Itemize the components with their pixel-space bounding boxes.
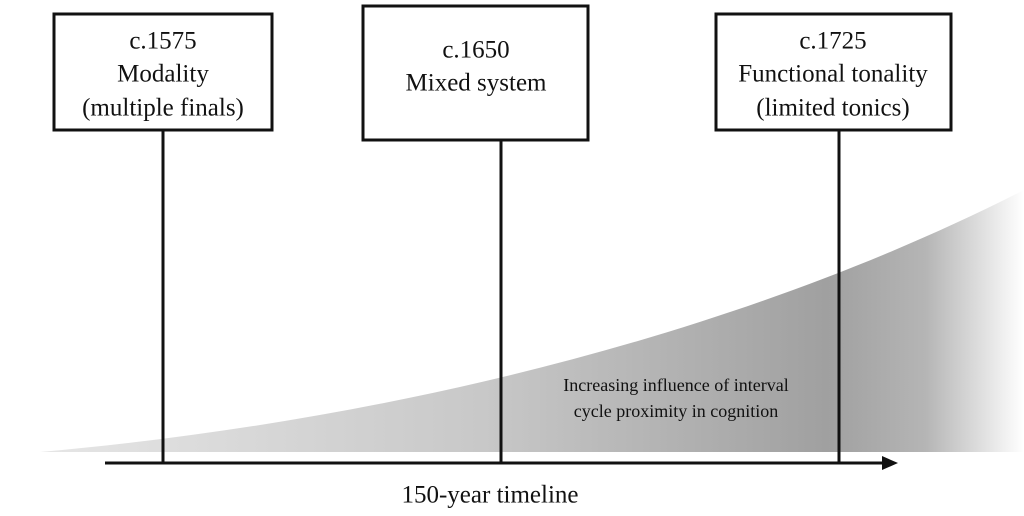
box-line: Mixed system <box>406 70 548 97</box>
box-line: (multiple finals) <box>82 95 244 122</box>
connectors <box>161 130 841 463</box>
period-box <box>361 4 590 142</box>
box-line: Functional tonality <box>738 61 928 88</box>
box-line: c.1650 <box>442 37 509 64</box>
box-line: Modality <box>117 61 209 88</box>
period-box <box>52 12 274 132</box>
influence-wedge <box>40 190 1024 452</box>
box-line: (limited tonics) <box>756 95 909 122</box>
axis-arrow <box>882 456 898 470</box>
annotation-line: cycle proximity in cognition <box>574 401 778 421</box>
annotation-line: Increasing influence of interval <box>563 375 788 395</box>
axis-label: 150-year timeline <box>401 482 578 509</box>
period-box <box>714 12 953 132</box>
box-line: c.1575 <box>129 28 196 55</box>
box-line: c.1725 <box>799 28 866 55</box>
